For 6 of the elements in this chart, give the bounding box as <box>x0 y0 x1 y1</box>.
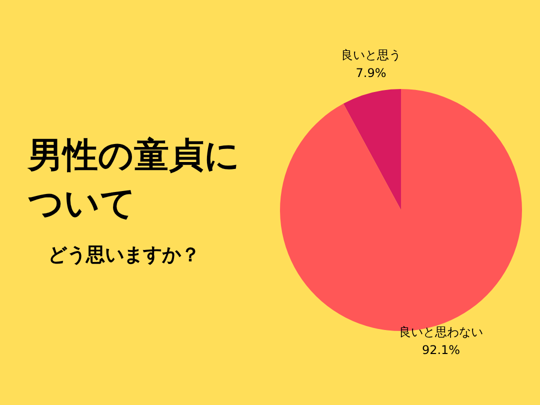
text: 男性の童貞について <box>28 135 241 226</box>
data-label: 7.9% <box>356 66 386 80</box>
text: どう思いますか？ <box>48 243 200 268</box>
data-label: 92.1% <box>422 343 460 357</box>
slice-label: 良いと思う <box>341 48 401 62</box>
slice-label: 良いと思わない <box>399 325 483 339</box>
